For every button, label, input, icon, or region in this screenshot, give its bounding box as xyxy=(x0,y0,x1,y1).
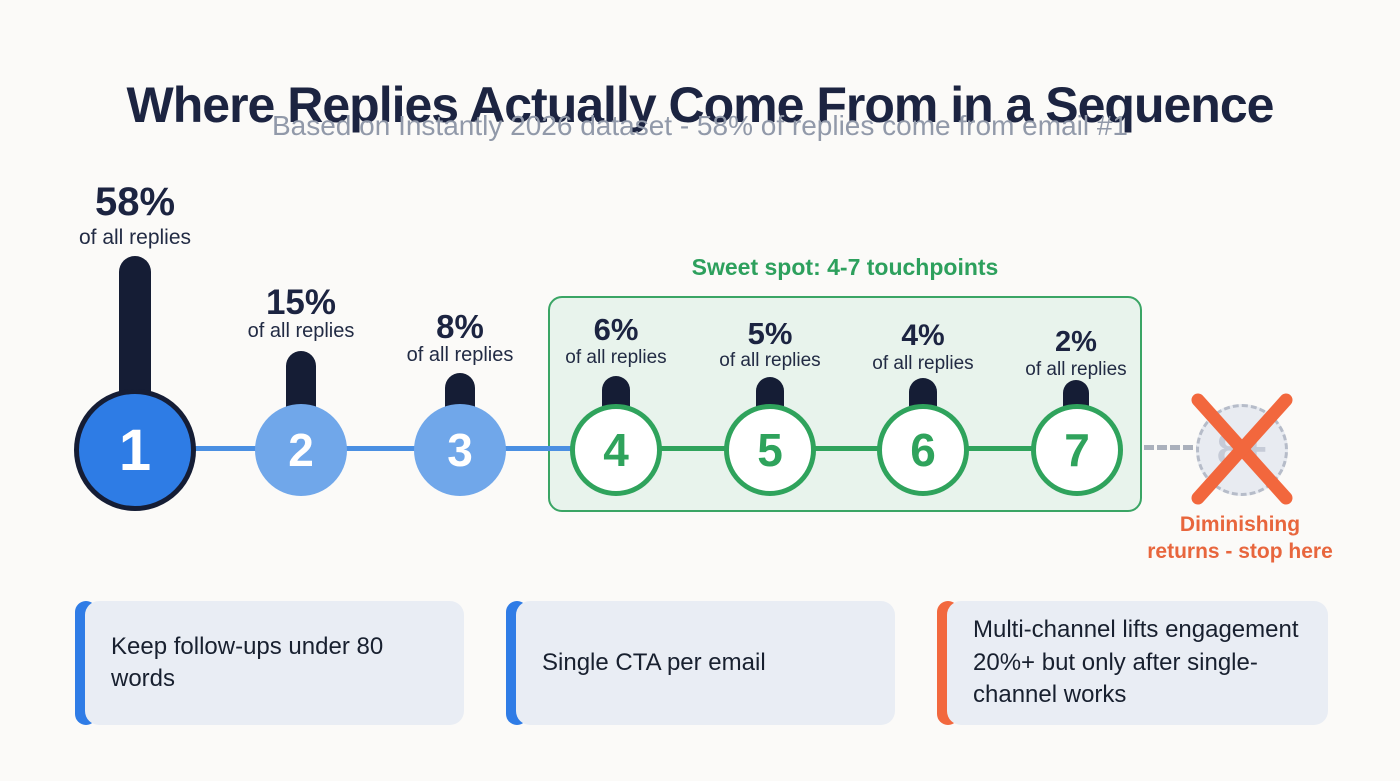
touchpoint-2-percent: 15% xyxy=(265,283,337,322)
touchpoint-7-percent: 2% xyxy=(1055,326,1097,358)
tip-card-text: Single CTA per email xyxy=(516,601,895,725)
x-mark-icon xyxy=(1191,393,1293,505)
touchpoint-6-circle: 6 xyxy=(877,404,969,496)
touchpoint-1-percent: 58% xyxy=(94,180,176,224)
page-title: Where Replies Actually Come From in a Se… xyxy=(126,76,1275,133)
tip-card-text: Keep follow-ups under 80 words xyxy=(85,601,464,725)
touchpoint-3-percent: 8% xyxy=(436,308,484,345)
touchpoint-4-percent: 6% xyxy=(593,312,639,347)
touchpoint-6-sublabel: of all replies xyxy=(872,353,974,374)
page-subtitle: Based on Instantly 2026 dataset - 58% of… xyxy=(271,110,1129,141)
tip-card-multi-channel: Multi-channel lifts engagement 20%+ but … xyxy=(937,601,1328,725)
connector-line-dashed xyxy=(1144,445,1206,450)
touchpoint-2-sublabel: of all replies xyxy=(247,320,355,342)
touchpoint-2-circle: 2 xyxy=(255,404,347,496)
tip-card-single-cta: Single CTA per email xyxy=(506,601,895,725)
tip-card-text: Multi-channel lifts engagement 20%+ but … xyxy=(947,601,1328,725)
diminishing-line-1: Diminishing xyxy=(1179,513,1301,536)
touchpoint-7-sublabel: of all replies xyxy=(1025,359,1127,380)
connector-line-green xyxy=(616,446,1078,451)
diminishing-line-2: returns - stop here xyxy=(1147,540,1333,564)
touchpoint-3-circle: 3 xyxy=(414,404,506,496)
touchpoint-4-sublabel: of all replies xyxy=(565,347,667,368)
diminishing-returns-note: Diminishing returns - stop here xyxy=(1126,511,1354,566)
touchpoint-6-percent: 4% xyxy=(901,319,945,352)
touchpoint-5-circle: 5 xyxy=(724,404,816,496)
touchpoint-1-sublabel: of all replies xyxy=(78,226,192,249)
touchpoint-3-sublabel: of all replies xyxy=(406,344,514,366)
touchpoint-1-circle: 1 xyxy=(74,389,196,511)
touchpoint-7-circle: 7 xyxy=(1031,404,1123,496)
sweet-spot-label: Sweet spot: 4-7 touchpoints xyxy=(691,254,999,280)
touchpoint-4-circle: 4 xyxy=(570,404,662,496)
tip-card-followup-length: Keep follow-ups under 80 words xyxy=(75,601,464,725)
touchpoint-5-percent: 5% xyxy=(747,316,793,351)
touchpoint-5-sublabel: of all replies xyxy=(719,350,821,371)
connector-line-blue xyxy=(135,446,616,451)
